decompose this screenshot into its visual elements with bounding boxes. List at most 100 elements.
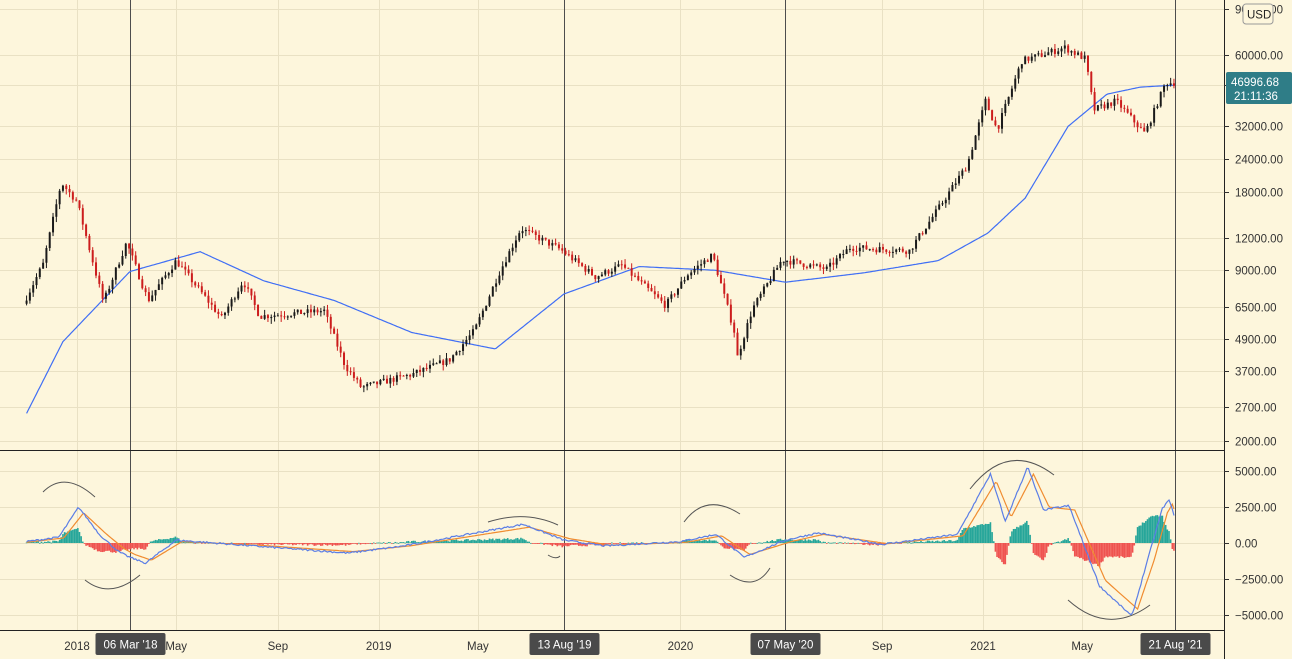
candle-body (663, 300, 666, 309)
histogram-bar (1141, 522, 1144, 543)
candle-body (875, 249, 878, 253)
histogram-bar (128, 543, 130, 550)
candle-body (700, 264, 703, 266)
countdown-label: 21:11:36 (1234, 91, 1278, 103)
candle-body (1106, 102, 1109, 109)
time-axis[interactable]: 2018 May Sep 2019 May 2020 Sep 2021 May (64, 641, 1093, 653)
histogram-bar (286, 543, 289, 545)
candle-body (782, 261, 785, 263)
histogram-bar (1166, 529, 1169, 543)
candlestick-series[interactable] (25, 40, 1175, 393)
candle-body (723, 283, 726, 294)
histogram-bar (835, 543, 838, 544)
histogram-bar (692, 541, 694, 543)
histogram-bar (136, 543, 139, 550)
histogram-bar (739, 543, 742, 550)
histogram-bar (1138, 525, 1141, 543)
histogram-bar (449, 541, 451, 543)
histogram-bar (797, 539, 800, 543)
histogram-bar (262, 543, 264, 546)
histogram-bar (133, 543, 135, 550)
candle-body (319, 311, 322, 313)
histogram-bar (101, 543, 104, 553)
marker-date-label-box (1140, 633, 1211, 655)
histogram-bar (918, 542, 921, 543)
histogram-bar (1107, 543, 1109, 558)
histogram-bar (1140, 525, 1142, 543)
histogram-bar (981, 524, 983, 543)
candle-body (68, 189, 71, 193)
histogram-bar (1050, 543, 1053, 546)
candle-body (924, 228, 927, 234)
histogram-bar (796, 540, 798, 543)
histogram-bar (1128, 543, 1131, 558)
candle-body (260, 315, 263, 319)
histogram-bar (824, 541, 826, 543)
candle-body (1086, 55, 1089, 72)
histogram-bar (328, 543, 330, 545)
histogram-bar (118, 543, 120, 552)
histogram-bar (976, 525, 979, 543)
histogram-bar (98, 543, 101, 552)
histogram-bar (576, 543, 578, 545)
histogram-bar (978, 525, 980, 543)
histogram-bar (141, 543, 144, 549)
histogram-bar (804, 539, 807, 543)
candle-body (405, 374, 408, 376)
histogram-bar (984, 523, 987, 543)
histogram-bar (1027, 524, 1030, 543)
histogram-bar (1136, 527, 1139, 543)
histogram-bar (310, 543, 312, 545)
histogram-bar (948, 539, 950, 543)
histogram-bar (842, 543, 845, 544)
candle-body (478, 317, 481, 325)
histogram-bar (624, 543, 626, 545)
candle-body (627, 267, 630, 269)
histogram-bar (361, 543, 363, 544)
candle-body (42, 262, 45, 269)
currency-badge-box[interactable] (1242, 3, 1274, 25)
histogram-bar (68, 530, 71, 543)
histogram-bar (475, 540, 478, 543)
candle-body (343, 352, 346, 365)
histogram-bar (399, 542, 402, 543)
histogram-bar (611, 542, 613, 544)
candle-body (696, 265, 699, 269)
histogram-bar (166, 538, 168, 543)
histogram-bar (437, 541, 440, 543)
oscillator-axis[interactable]: 5000.00 2500.00 0.00 −2500.00 −5000.00 (1224, 467, 1283, 623)
histogram-bar (1163, 522, 1165, 543)
histogram-bar (143, 543, 145, 550)
candle-body (719, 274, 722, 284)
candle-body (399, 375, 402, 377)
histogram-bar (925, 541, 927, 543)
histogram-bar (756, 542, 759, 544)
currency-badge[interactable]: USD (1242, 3, 1274, 25)
histogram-bar (293, 543, 296, 545)
histogram-bar (1044, 543, 1046, 558)
histogram-bar (1148, 517, 1150, 543)
histogram-bar (845, 543, 848, 544)
histogram-bar (625, 543, 628, 544)
histogram-bar (640, 542, 643, 543)
histogram-bar (701, 540, 704, 543)
histogram-bar (1111, 543, 1114, 558)
histogram-bar (25, 542, 28, 544)
candle-body (422, 367, 425, 372)
candle-body (756, 298, 759, 306)
histogram-bar (774, 541, 777, 543)
histogram-bar (539, 542, 542, 544)
histogram-bar (723, 543, 726, 549)
candle-body (1057, 51, 1060, 54)
candle-body (280, 315, 283, 317)
histogram-bar (453, 540, 456, 543)
histogram-bar (467, 539, 469, 543)
histogram-bar (1059, 542, 1061, 544)
candle-body (951, 185, 954, 192)
candle-body (528, 229, 531, 231)
candle-body (333, 328, 336, 334)
histogram-bar (959, 533, 962, 543)
histogram-bar (827, 542, 830, 544)
histogram-bar (401, 542, 403, 543)
